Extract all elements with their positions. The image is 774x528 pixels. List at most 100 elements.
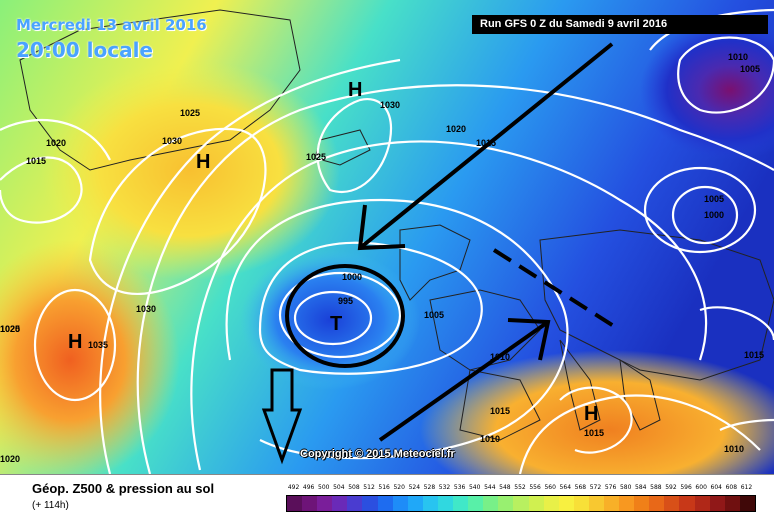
high-center-greenland: H — [196, 151, 210, 173]
forecast-map: 1010 1005 1025 1030 1020 1015 1020 1025 … — [0, 0, 774, 474]
label-1000-e: 1000 — [704, 210, 724, 220]
label-1010-s: 1010 — [480, 434, 500, 444]
scale-swatch — [453, 496, 469, 511]
scale-label: 532 — [438, 484, 451, 491]
scale-label: 552 — [514, 484, 526, 491]
isobar-995 — [293, 290, 373, 346]
isobar-1015 — [190, 140, 708, 471]
label-1005-low: 1005 — [424, 310, 444, 320]
scale-swatch — [603, 496, 620, 511]
warm-area-se — [420, 350, 774, 474]
ridge-yellow — [40, 60, 340, 280]
annotations — [261, 42, 622, 465]
scale-label: 528 — [423, 484, 436, 491]
scale-swatch — [468, 496, 484, 511]
scale-label: 592 — [665, 484, 677, 491]
label-1005-ne: 1005 — [740, 64, 760, 74]
scale-swatch — [543, 496, 559, 511]
label-1015-se: 1015 — [584, 428, 604, 438]
label-1015-n: 1015 — [476, 138, 496, 148]
arrow-north-line — [358, 42, 614, 250]
label-995-low: 995 — [338, 296, 353, 306]
isobars — [0, 8, 774, 474]
arrow-south-head — [507, 318, 551, 361]
scale-swatch — [573, 496, 589, 511]
scale-swatch — [724, 496, 740, 511]
scale-swatch — [739, 496, 755, 511]
forecast-lead-time: (+ 114h) — [32, 500, 69, 511]
isobar-1000 — [278, 271, 402, 359]
label-1010-ne: 1010 — [728, 52, 748, 62]
scale-swatch — [362, 496, 378, 511]
high-center-azores: H — [68, 331, 82, 353]
high-center-north: H — [348, 79, 362, 101]
scale-swatch — [287, 496, 303, 511]
scale-label: 556 — [529, 484, 541, 491]
isobar-1005 — [258, 241, 483, 375]
scale-label: 540 — [468, 484, 481, 491]
scale-label: 544 — [484, 484, 496, 491]
down-arrow-outline — [261, 368, 303, 465]
label-1015-c: 1015 — [490, 406, 510, 416]
dashed-trough-line — [492, 248, 622, 332]
label-1025-n: 1025 — [306, 152, 326, 162]
scale-swatch — [302, 496, 318, 511]
isobar-1020 — [136, 84, 774, 474]
scale-label: 524 — [408, 484, 421, 491]
scale-swatch — [422, 496, 438, 511]
scale-label: 492 — [287, 484, 300, 491]
isobar-1020-w — [0, 118, 111, 161]
scale-swatch — [377, 496, 393, 511]
scale-label: 568 — [574, 484, 587, 491]
scale-swatch — [347, 496, 363, 511]
scale-label: 536 — [453, 484, 466, 491]
isobar-1005-ne — [677, 36, 774, 114]
isobar-1015-e — [699, 306, 774, 341]
model-run-label: Run GFS 0 Z du Samedi 9 avril 2016 — [472, 15, 768, 34]
label-1030-n: 1030 — [380, 100, 400, 110]
scale-label: 604 — [710, 484, 722, 491]
scale-label: 612 — [740, 484, 753, 491]
label-1035-sw: 1035 — [88, 340, 108, 350]
low-circle-annotation — [285, 264, 405, 368]
forecast-time: 20:00 locale — [16, 38, 153, 62]
scale-swatch — [634, 496, 650, 511]
low-center: T — [330, 313, 342, 335]
label-1025-sw: 1025 — [0, 324, 20, 334]
isobar-1010-e — [719, 418, 774, 431]
scale-label: 520 — [393, 484, 405, 491]
scale-swatch — [498, 496, 514, 511]
scale-label: 516 — [378, 484, 390, 491]
scale-label: 580 — [619, 484, 632, 491]
scale-label: 548 — [499, 484, 511, 491]
isobar-1025-ne — [316, 97, 393, 193]
label-1000-low: 1000 — [342, 272, 362, 282]
copyright-notice: Copyright © 2015 Meteociel.fr — [300, 448, 455, 460]
forecast-date: Mercredi 13 avril 2016 — [16, 16, 207, 34]
scale-label: 504 — [333, 484, 345, 491]
pressure-centers: H H H T H — [68, 79, 598, 425]
pressure-labels: 1010 1005 1025 1030 1020 1015 1020 1025 … — [0, 52, 764, 464]
low-area — [240, 250, 420, 390]
isobar-1030 — [88, 127, 267, 296]
scale-label: 576 — [604, 484, 617, 491]
scale-label: 512 — [363, 484, 375, 491]
scale-swatch — [664, 496, 680, 511]
scale-label: 584 — [635, 484, 647, 491]
scale-label: 600 — [695, 484, 707, 491]
scale-label: 572 — [589, 484, 602, 491]
isobar-1010-se — [518, 394, 761, 474]
scale-swatch — [437, 496, 454, 511]
isobar-1000-e — [671, 185, 739, 245]
label-1005-e: 1005 — [704, 194, 724, 204]
label-1020-n: 1020 — [446, 124, 466, 134]
scale-swatch — [407, 496, 423, 511]
scale-label: 508 — [348, 484, 360, 491]
isobar-1035 — [33, 288, 117, 402]
color-scale-labels: 492 496 500 504 508 512 516 520 524 528 532 536 540 5… — [286, 484, 754, 494]
label-1010-e: 1010 — [724, 444, 744, 454]
label-1025-a: 1025 — [180, 108, 200, 118]
scale-label: 588 — [650, 484, 662, 491]
label-1025-w: 1020 — [0, 324, 20, 334]
